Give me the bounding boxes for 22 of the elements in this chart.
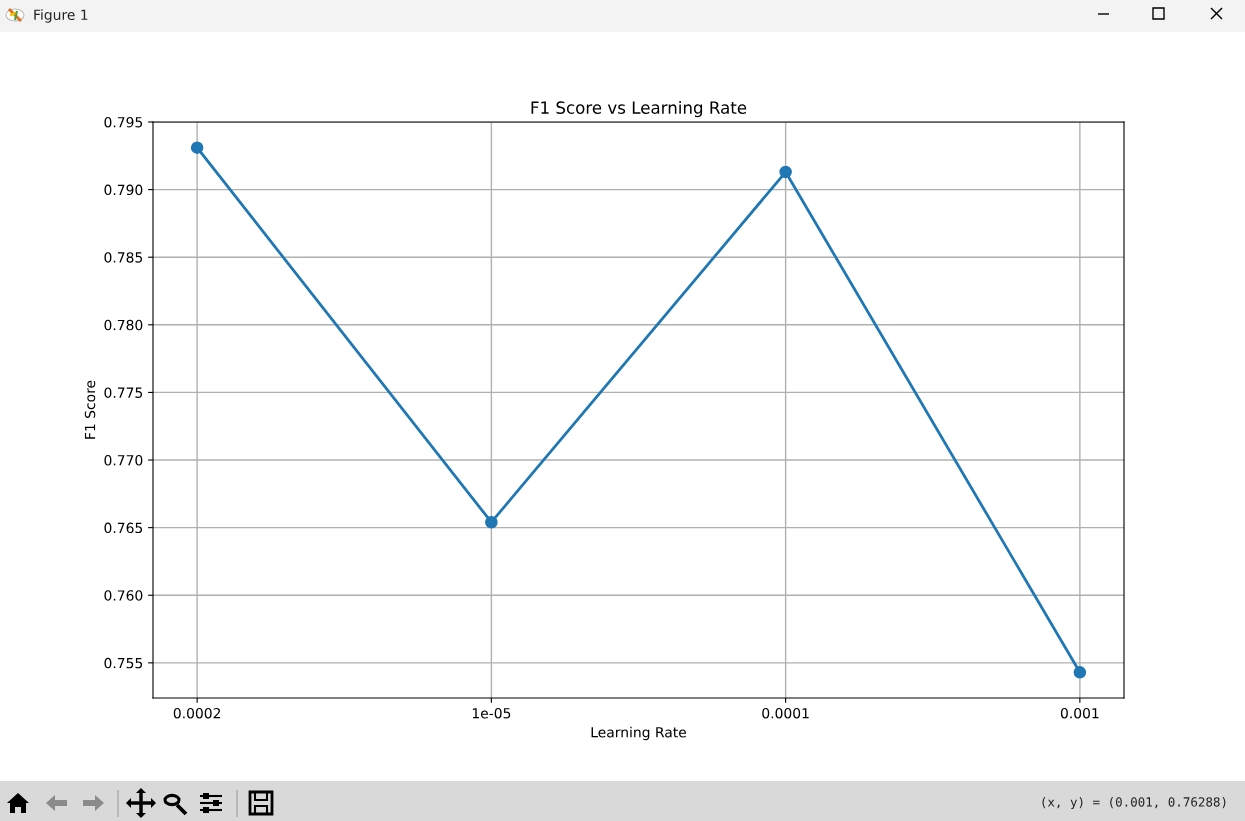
chart-title: F1 Score vs Learning Rate <box>531 101 747 118</box>
x-tick-label: 1e-05 <box>472 707 511 719</box>
x-tick-label: 0.0001 <box>762 707 809 719</box>
x-tick-label: 0.0002 <box>173 707 221 719</box>
y-tick-label: 0.760 <box>104 590 143 601</box>
point <box>1073 666 1087 679</box>
text: (x, y) = (0.001, 0.76288) <box>1042 797 1226 810</box>
y-tick-label: 0.785 <box>104 252 143 263</box>
point <box>485 515 498 529</box>
caption: Figure 1 <box>34 9 88 23</box>
point <box>190 141 204 154</box>
y-tick-label: 0.790 <box>104 184 143 196</box>
x-axis-title: Learning Rate <box>591 726 687 741</box>
y-tick-label: 0.770 <box>104 455 143 466</box>
y-tick-label: 0.775 <box>104 387 143 398</box>
x-tick-label: 0.001 <box>1060 707 1099 719</box>
y-tick-label: 0.765 <box>104 522 143 534</box>
y-axis-title: F1 Score <box>84 380 96 439</box>
y-tick-label: 0.795 <box>104 116 143 128</box>
point <box>779 165 792 179</box>
y-tick-label: 0.755 <box>104 657 143 669</box>
y-tick-label: 0.780 <box>104 319 143 331</box>
